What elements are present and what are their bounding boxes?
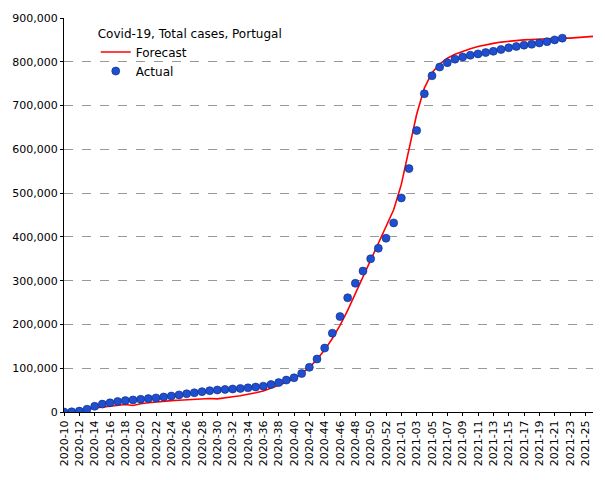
svg-text:500,000: 500,000	[12, 187, 58, 200]
svg-text:Actual: Actual	[136, 65, 174, 79]
svg-text:2021-07: 2021-07	[441, 420, 454, 466]
svg-text:800,000: 800,000	[12, 56, 58, 69]
svg-text:2020-22: 2020-22	[150, 420, 163, 466]
svg-text:2020-48: 2020-48	[349, 420, 362, 466]
svg-text:Covid-19, Total cases, Portuga: Covid-19, Total cases, Portugal	[98, 27, 282, 41]
svg-text:2020-40: 2020-40	[288, 420, 301, 466]
svg-text:2021-17: 2021-17	[518, 420, 531, 466]
svg-text:100,000: 100,000	[12, 362, 58, 375]
svg-text:2021-05: 2021-05	[426, 420, 439, 466]
svg-text:2020-34: 2020-34	[242, 420, 255, 466]
svg-text:2020-20: 2020-20	[134, 420, 147, 466]
svg-text:300,000: 300,000	[12, 275, 58, 288]
svg-text:2020-14: 2020-14	[88, 420, 101, 466]
svg-text:2020-50: 2020-50	[364, 420, 377, 466]
svg-text:2020-10: 2020-10	[58, 420, 71, 466]
svg-text:2021-13: 2021-13	[487, 420, 500, 466]
svg-text:600,000: 600,000	[12, 143, 58, 156]
svg-text:2021-15: 2021-15	[502, 420, 515, 466]
svg-text:2021-19: 2021-19	[533, 420, 546, 466]
svg-text:2020-26: 2020-26	[180, 420, 193, 466]
svg-text:2020-18: 2020-18	[119, 420, 132, 466]
svg-text:2020-28: 2020-28	[196, 420, 209, 466]
svg-text:2020-36: 2020-36	[257, 420, 270, 466]
svg-text:2020-52: 2020-52	[380, 420, 393, 466]
svg-text:0: 0	[51, 406, 58, 419]
svg-text:2020-16: 2020-16	[104, 420, 117, 466]
svg-text:200,000: 200,000	[12, 318, 58, 331]
svg-text:900,000: 900,000	[12, 12, 58, 25]
svg-text:400,000: 400,000	[12, 231, 58, 244]
svg-text:2021-23: 2021-23	[564, 420, 577, 466]
svg-text:2021-01: 2021-01	[395, 420, 408, 466]
svg-text:2020-42: 2020-42	[303, 420, 316, 466]
svg-text:2020-30: 2020-30	[211, 420, 224, 466]
svg-text:2021-11: 2021-11	[472, 420, 485, 466]
svg-text:Forecast: Forecast	[136, 46, 187, 60]
svg-text:2021-25: 2021-25	[579, 420, 592, 466]
svg-text:2020-46: 2020-46	[334, 420, 347, 466]
svg-text:2021-21: 2021-21	[548, 420, 561, 466]
svg-text:2021-03: 2021-03	[410, 420, 423, 466]
svg-text:2020-24: 2020-24	[165, 420, 178, 466]
svg-text:2020-32: 2020-32	[226, 420, 239, 466]
svg-text:700,000: 700,000	[12, 99, 58, 112]
svg-text:2020-44: 2020-44	[318, 420, 331, 466]
svg-text:2020-12: 2020-12	[73, 420, 86, 466]
svg-text:2021-09: 2021-09	[456, 420, 469, 466]
svg-text:2020-38: 2020-38	[272, 420, 285, 466]
